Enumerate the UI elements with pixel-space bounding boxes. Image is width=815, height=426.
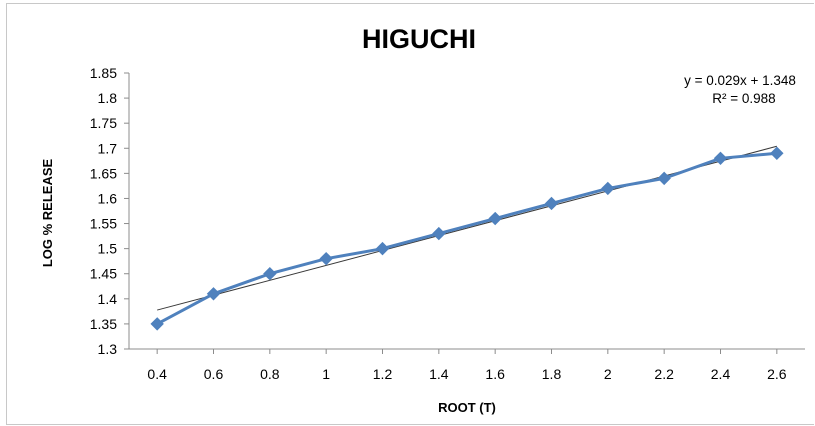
data-point [375, 241, 390, 256]
x-tick-label: 1.2 [373, 366, 393, 382]
x-tick-label: 0.4 [147, 366, 167, 382]
y-tick-label: 1.7 [98, 140, 118, 156]
data-point [206, 287, 221, 301]
x-tick-label: 2 [604, 366, 612, 382]
data-point [319, 251, 333, 266]
data-point [770, 146, 784, 160]
x-tick-label: 1.4 [429, 366, 449, 382]
trendline-equation: y = 0.029x + 1.348 [684, 73, 796, 88]
y-tick-label: 1.85 [90, 65, 117, 81]
x-tick-label: 2.2 [654, 366, 674, 382]
y-axis-title: LOG % RELEASE [40, 159, 55, 268]
data-point [713, 151, 728, 166]
series-group [150, 146, 784, 331]
y-tick-label: 1.75 [90, 115, 117, 131]
trendline-r-squared: R² = 0.988 [712, 91, 775, 106]
chart-frame [6, 3, 814, 425]
data-point [150, 317, 164, 331]
y-tick-label: 1.3 [98, 341, 118, 357]
x-tick-label: 2.4 [711, 366, 731, 382]
data-point [657, 171, 671, 186]
x-axis-title: ROOT (T) [438, 400, 496, 415]
data-point [432, 226, 446, 241]
x-tick-label: 1.8 [542, 366, 562, 382]
chart-title: HIGUCHI [362, 24, 476, 54]
x-tick-label: 0.8 [260, 366, 280, 382]
x-tick-label: 0.6 [204, 366, 224, 382]
y-tick-label: 1.6 [98, 190, 118, 206]
x-axis: 0.4 0.6 0.8 1 1.2 1.4 1.6 1.8 2 2.2 2.4 2.6 [129, 348, 805, 382]
y-tick-label: 1.45 [90, 266, 117, 282]
y-tick-label: 1.35 [90, 316, 117, 332]
x-tick-label: 1.6 [485, 366, 505, 382]
y-tick-label: 1.65 [90, 165, 117, 181]
series-line [156, 151, 777, 326]
data-point [601, 181, 615, 196]
x-tick-label: 2.6 [767, 366, 787, 382]
y-axis: 1.3 1.35 1.4 1.45 1.5 1.55 1.6 1.65 1.7 1.75 1.8 1.… [90, 65, 130, 357]
y-tick-label: 1.5 [98, 241, 118, 257]
x-tick-label: 1 [322, 366, 330, 382]
y-tick-label: 1.8 [98, 90, 118, 106]
data-point [263, 267, 277, 281]
y-tick-label: 1.55 [90, 216, 117, 232]
y-tick-label: 1.4 [98, 291, 118, 307]
data-point [544, 196, 559, 211]
data-point [488, 211, 502, 226]
